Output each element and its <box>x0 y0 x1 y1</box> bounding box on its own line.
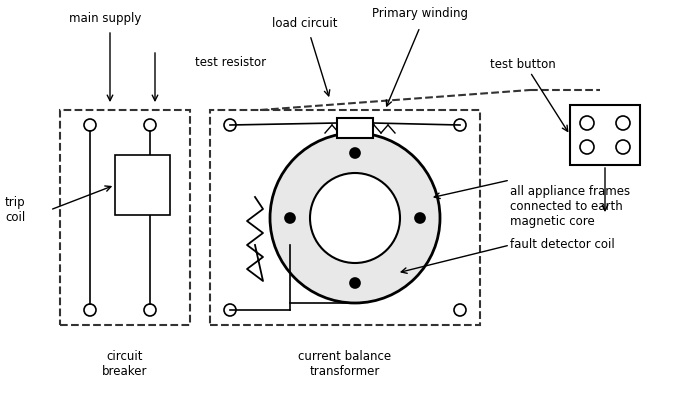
Text: test resistor: test resistor <box>195 55 266 68</box>
Text: test button: test button <box>490 58 556 71</box>
Text: trip
coil: trip coil <box>5 196 26 224</box>
Bar <box>337 118 373 138</box>
Text: fault detector coil: fault detector coil <box>510 239 614 252</box>
Text: all appliance frames
connected to earth
magnetic core: all appliance frames connected to earth … <box>510 185 630 228</box>
Circle shape <box>310 173 400 263</box>
Circle shape <box>415 213 425 223</box>
Text: main supply: main supply <box>69 12 141 25</box>
Text: Primary winding: Primary winding <box>372 7 468 20</box>
Text: load circuit: load circuit <box>272 17 338 30</box>
Circle shape <box>350 148 360 158</box>
Bar <box>210 110 480 325</box>
Text: current balance
transformer: current balance transformer <box>298 350 392 378</box>
Circle shape <box>270 133 440 303</box>
Bar <box>60 110 190 325</box>
Text: circuit
breaker: circuit breaker <box>102 350 148 378</box>
Bar <box>570 105 640 165</box>
Circle shape <box>350 278 360 288</box>
Bar <box>115 155 170 215</box>
Circle shape <box>285 213 295 223</box>
